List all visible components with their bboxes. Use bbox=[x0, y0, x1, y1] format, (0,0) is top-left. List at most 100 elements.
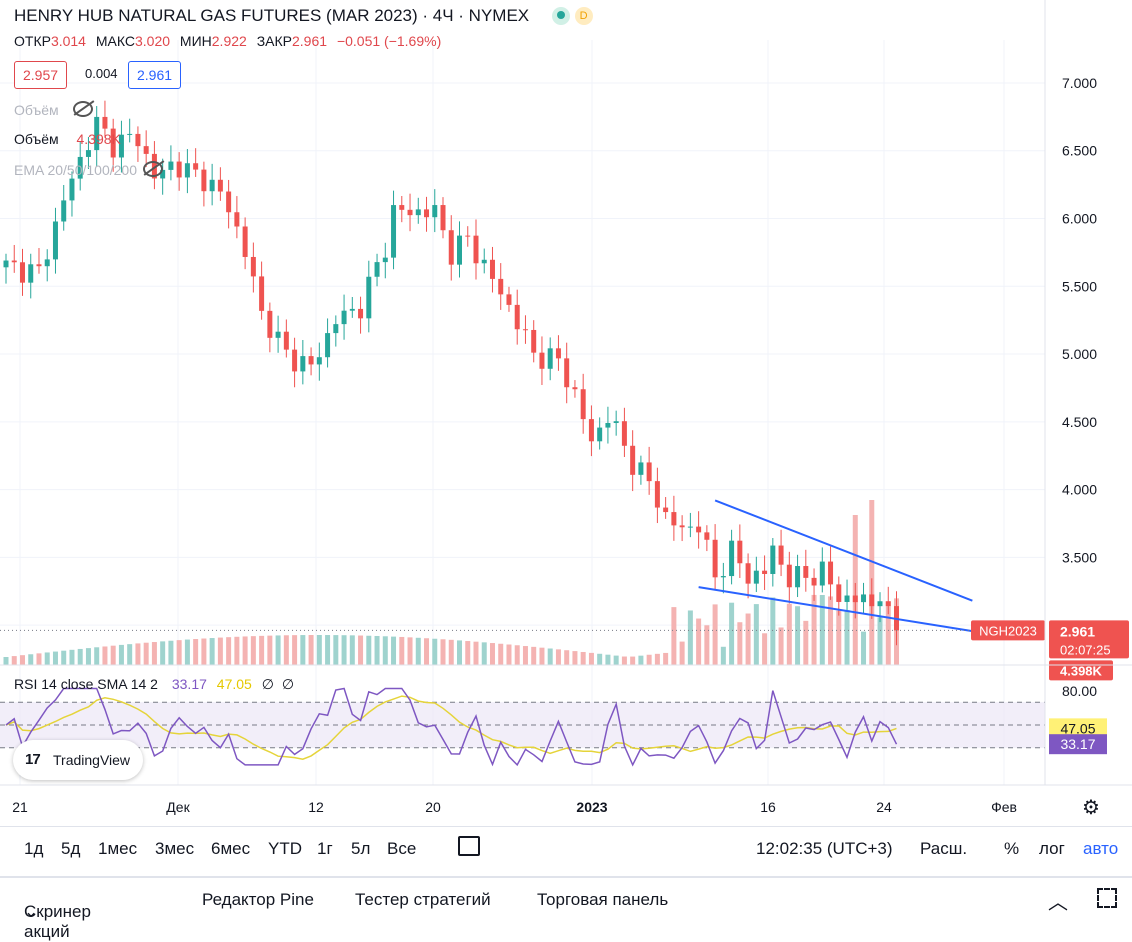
delayed-badge[interactable]: D bbox=[574, 7, 593, 25]
extended-hours[interactable]: Расш. bbox=[920, 839, 968, 858]
rsi-sma-value: 47.05 bbox=[216, 676, 252, 692]
range-5y[interactable]: 5л bbox=[351, 839, 371, 858]
candle-body bbox=[465, 235, 471, 237]
candle-body bbox=[440, 205, 446, 231]
eye-hidden-icon[interactable] bbox=[72, 101, 93, 117]
tab-strategy-tester[interactable]: Тестер стратегий bbox=[355, 890, 491, 909]
volume-bar bbox=[69, 649, 75, 665]
volume-hidden-legend[interactable]: Объём bbox=[14, 101, 93, 118]
candle-body bbox=[94, 116, 100, 151]
candle-body bbox=[457, 235, 462, 265]
candle-body bbox=[102, 116, 108, 129]
volume-bar bbox=[259, 635, 265, 665]
candle-body bbox=[267, 310, 273, 338]
candle-body bbox=[630, 445, 636, 475]
candle-body bbox=[555, 348, 561, 359]
time-tick-label: 24 bbox=[876, 799, 892, 815]
volume-bar bbox=[143, 642, 149, 665]
time-tick-label: 21 bbox=[12, 799, 28, 815]
candle-body bbox=[143, 146, 149, 154]
range-5d[interactable]: 5д bbox=[61, 839, 81, 858]
range-1d[interactable]: 1д bbox=[24, 839, 44, 858]
candle-body bbox=[877, 601, 883, 607]
candle-body bbox=[283, 331, 289, 350]
candle-body bbox=[687, 526, 693, 528]
percent-toggle[interactable]: % bbox=[1004, 839, 1020, 858]
candle-body bbox=[11, 260, 17, 263]
rsi-legend[interactable]: RSI 14 close SMA 14 2 33.17 47.05 ∅ ∅ bbox=[14, 676, 294, 693]
volume-bar bbox=[712, 604, 718, 665]
rsi-sma-tag: 47.05 bbox=[1060, 720, 1095, 736]
sell-price-button[interactable]: 2.957 bbox=[14, 61, 68, 89]
symbol-tag: NGH2023 bbox=[979, 623, 1037, 638]
volume-bar bbox=[424, 638, 430, 665]
volume-bar bbox=[762, 633, 768, 665]
volume-bar bbox=[861, 631, 867, 665]
tab-pine-editor[interactable]: Редактор Pine bbox=[202, 890, 314, 909]
range-3m[interactable]: 3мес bbox=[155, 839, 195, 858]
candle-body bbox=[217, 179, 223, 192]
volume-legend[interactable]: Объём 4.398K bbox=[14, 131, 121, 147]
volume-bar bbox=[811, 594, 817, 665]
chevron-up-icon[interactable]: ︿ bbox=[1048, 892, 1068, 914]
candle-body bbox=[44, 259, 50, 267]
tab-trading-panel[interactable]: Торговая панель bbox=[537, 890, 669, 909]
candle-body bbox=[564, 358, 570, 388]
rsi-label: RSI 14 close SMA 14 2 bbox=[14, 676, 158, 692]
rsi-value: 33.17 bbox=[171, 676, 207, 692]
log-toggle[interactable]: лог bbox=[1039, 839, 1065, 858]
gear-icon[interactable]: ⚙ bbox=[1082, 797, 1100, 819]
status-dot-icon[interactable] bbox=[551, 7, 570, 25]
volume-bar bbox=[522, 646, 528, 665]
calendar-icon[interactable] bbox=[458, 836, 480, 856]
clock[interactable]: 12:02:35 (UTC+3) bbox=[756, 839, 893, 858]
low-value: 2.922 bbox=[211, 33, 247, 49]
ohlc-legend: ОТКР3.014 МАКС3.020 МИН2.922 ЗАКР2.961 −… bbox=[14, 33, 447, 49]
candle-body bbox=[473, 235, 479, 264]
range-1m[interactable]: 1мес bbox=[98, 839, 138, 858]
candle-body bbox=[333, 324, 339, 334]
volume-bar bbox=[506, 644, 512, 665]
bottom-panel-tabs: Скринер акций ⌄ Редактор Pine Тестер стр… bbox=[0, 876, 1132, 941]
price-tick-label: 3.500 bbox=[1062, 549, 1097, 565]
tradingview-logo: 17 bbox=[25, 751, 41, 768]
candle-body bbox=[753, 570, 759, 584]
candle-body bbox=[762, 570, 768, 574]
volume-bar bbox=[209, 638, 215, 665]
candle-body bbox=[770, 545, 776, 574]
candle-body bbox=[539, 352, 545, 369]
candle-body bbox=[28, 264, 34, 283]
close-value: 2.961 bbox=[292, 33, 328, 49]
candle-body bbox=[127, 133, 133, 135]
candle-body bbox=[85, 150, 91, 157]
candle-body bbox=[638, 462, 644, 475]
range-ytd[interactable]: YTD bbox=[268, 839, 302, 858]
volume-bar bbox=[819, 595, 825, 665]
fullscreen-icon[interactable] bbox=[1097, 888, 1117, 908]
volume-bar bbox=[358, 635, 364, 665]
volume-bar bbox=[481, 642, 487, 665]
volume-bar bbox=[687, 610, 693, 665]
eye-hidden-icon[interactable] bbox=[143, 161, 163, 177]
trendline bbox=[698, 586, 986, 635]
trendlines bbox=[0, 499, 986, 635]
volume-bar bbox=[341, 635, 347, 665]
range-all[interactable]: Все bbox=[387, 839, 417, 858]
candle-body bbox=[861, 594, 867, 603]
tradingview-badge[interactable]: 17 TradingView bbox=[13, 740, 143, 780]
auto-toggle[interactable]: авто bbox=[1083, 839, 1119, 858]
range-6m[interactable]: 6мес bbox=[211, 839, 251, 858]
volume-bar bbox=[531, 646, 537, 665]
ema-legend[interactable]: EMA 20/50/100/200 bbox=[14, 161, 163, 178]
volume-bar bbox=[135, 643, 141, 665]
chart-grid bbox=[0, 40, 1045, 785]
volume-bar bbox=[110, 645, 116, 665]
candle-body bbox=[349, 308, 355, 311]
candle-body bbox=[69, 178, 75, 201]
buy-price-button[interactable]: 2.961 bbox=[128, 61, 182, 89]
volume-bar bbox=[778, 627, 784, 665]
price-tick-label: 4.500 bbox=[1062, 414, 1097, 430]
range-1y[interactable]: 1г bbox=[317, 839, 333, 858]
candle-body bbox=[588, 419, 594, 442]
